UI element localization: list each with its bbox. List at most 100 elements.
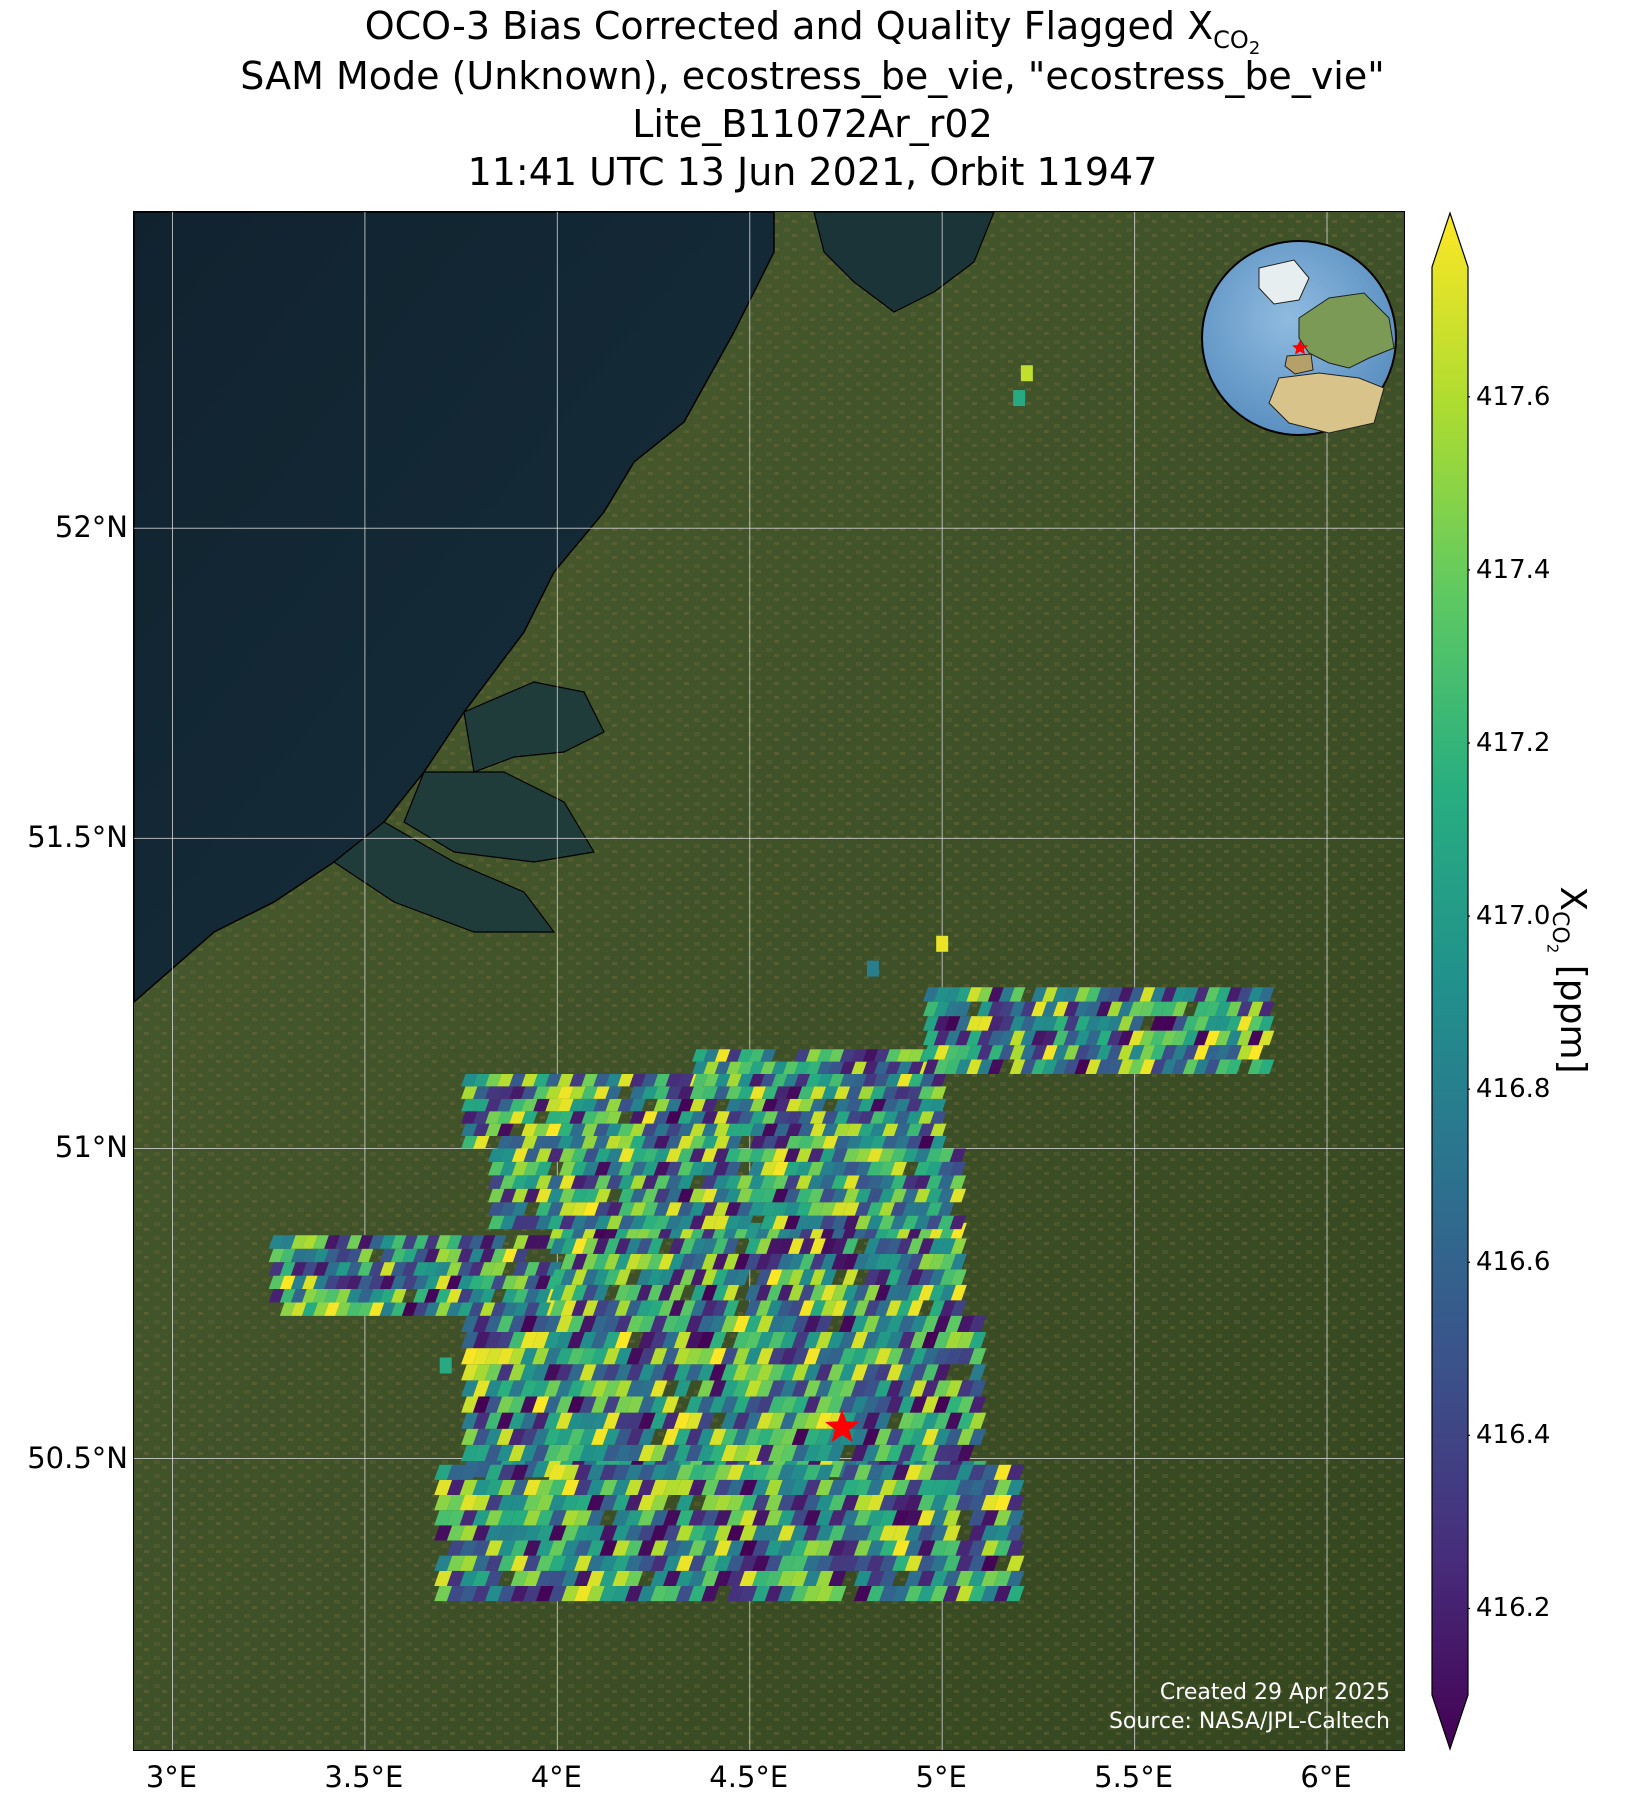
sounding-cell [744,1315,762,1333]
sounding-cell [928,1238,946,1254]
sounding-cell [886,1444,904,1462]
sounding-cell [890,1175,907,1189]
sounding-cell [524,1289,540,1303]
sounding-cell [1117,1045,1134,1060]
sounding-cell [701,1086,719,1099]
sounding-cell [663,1586,682,1602]
sounding-cell [712,1300,729,1316]
sounding-cell [886,1332,904,1349]
sounding-cell [472,1570,491,1587]
sounding-cell [726,1570,745,1587]
sounding-cell [624,1555,643,1571]
sounding-cell [783,1148,801,1162]
sounding-cell [268,1235,285,1249]
sounding-cell [555,1380,574,1397]
sounding-cell [510,1555,529,1571]
sounding-cell [928,1269,946,1285]
sounding-cell [663,1525,682,1541]
sounding-cell [862,1049,879,1062]
sounding-cell [918,1098,935,1112]
sounding-cell [697,1412,715,1429]
sounding-cell [574,1540,593,1556]
sounding-cell [998,1045,1015,1060]
sounding-cell [357,1302,374,1316]
map-panel[interactable]: Created 29 Apr 2025 Source: NASA/JPL-Cal… [133,211,1405,1751]
sounding-cell [496,1380,514,1397]
sounding-cell [302,1289,318,1303]
sounding-cell [485,1540,504,1556]
sounding-cell [921,1380,940,1397]
sounding-cell [977,987,993,1002]
sounding-cell [582,1284,599,1301]
sounding-cell [602,1444,621,1462]
sounding-cell [661,1364,680,1381]
sounding-cell [821,1136,839,1149]
sounding-cell [653,1074,670,1087]
sounding-cell [981,1479,1000,1496]
sounding-cell [569,1098,586,1112]
sounding-cell [732,1380,751,1397]
sounding-cell [874,1396,892,1413]
sounding-cell [878,1202,896,1216]
sounding-cell [907,1284,924,1301]
sounding-cell [567,1348,585,1365]
sounding-cell [815,1396,833,1413]
sounding-cell [368,1289,385,1303]
sounding-cell [567,1412,585,1429]
sounding-cell [857,1111,875,1124]
sounding-cell [512,1235,529,1249]
sounding-cell [592,1284,610,1301]
sounding-cell [785,1086,803,1099]
sounding-cell [885,1253,902,1270]
sounding-cell [1182,1030,1199,1046]
sounding-cell [866,1540,885,1556]
sounding-cell [701,1269,718,1285]
sounding-cell [582,1253,599,1270]
sounding-cell [755,1269,772,1285]
sounding-cell [866,1510,885,1526]
sounding-cell [531,1461,550,1478]
sounding-cell [586,1540,605,1556]
sounding-cell [802,1586,821,1602]
sounding-cell [599,1464,618,1480]
sounding-cell [511,1215,529,1230]
sounding-cell [472,1555,491,1571]
sounding-cell [561,1495,580,1511]
sounding-cell [624,1510,643,1526]
sounding-cell [625,1300,642,1316]
sounding-cell [809,1269,826,1285]
sounding-cell [968,1332,987,1349]
sounding-cell [1031,1016,1048,1031]
sounding-cell [1139,1030,1156,1046]
sounding-cell [1006,1464,1025,1480]
sounding-cell [701,1111,719,1124]
sounding-cell [446,1464,465,1480]
colorbar-label: XCO2 [ppm] [1543,886,1593,1074]
sounding-cell [688,1479,707,1496]
sounding-cell [630,1148,647,1162]
sounding-cell [555,1396,574,1413]
sounding-cell [977,1030,993,1046]
sounding-cell [511,1175,529,1189]
sounding-cell [626,1444,644,1462]
sounding-cell [637,1495,656,1511]
sounding-cell [594,1148,612,1162]
sounding-cell [547,1202,564,1216]
sounding-cell [803,1332,822,1349]
sounding-cell [817,1061,833,1075]
sounding-cell [885,1061,902,1075]
sounding-cell [599,1495,618,1511]
sounding-cell [870,1136,887,1149]
sounding-cell [853,1495,872,1511]
sounding-cell [777,1284,794,1301]
sounding-cell [843,1148,860,1162]
sounding-cell [574,1510,593,1526]
sounding-cell [535,1275,551,1290]
sounding-cell [653,1148,671,1162]
sounding-cell [777,1495,796,1511]
sounding-cell [914,1175,931,1189]
sounding-cell [279,1248,296,1263]
sounding-cell [732,1428,751,1445]
sounding-cell [548,1525,567,1541]
sounding-cell [833,1123,851,1137]
